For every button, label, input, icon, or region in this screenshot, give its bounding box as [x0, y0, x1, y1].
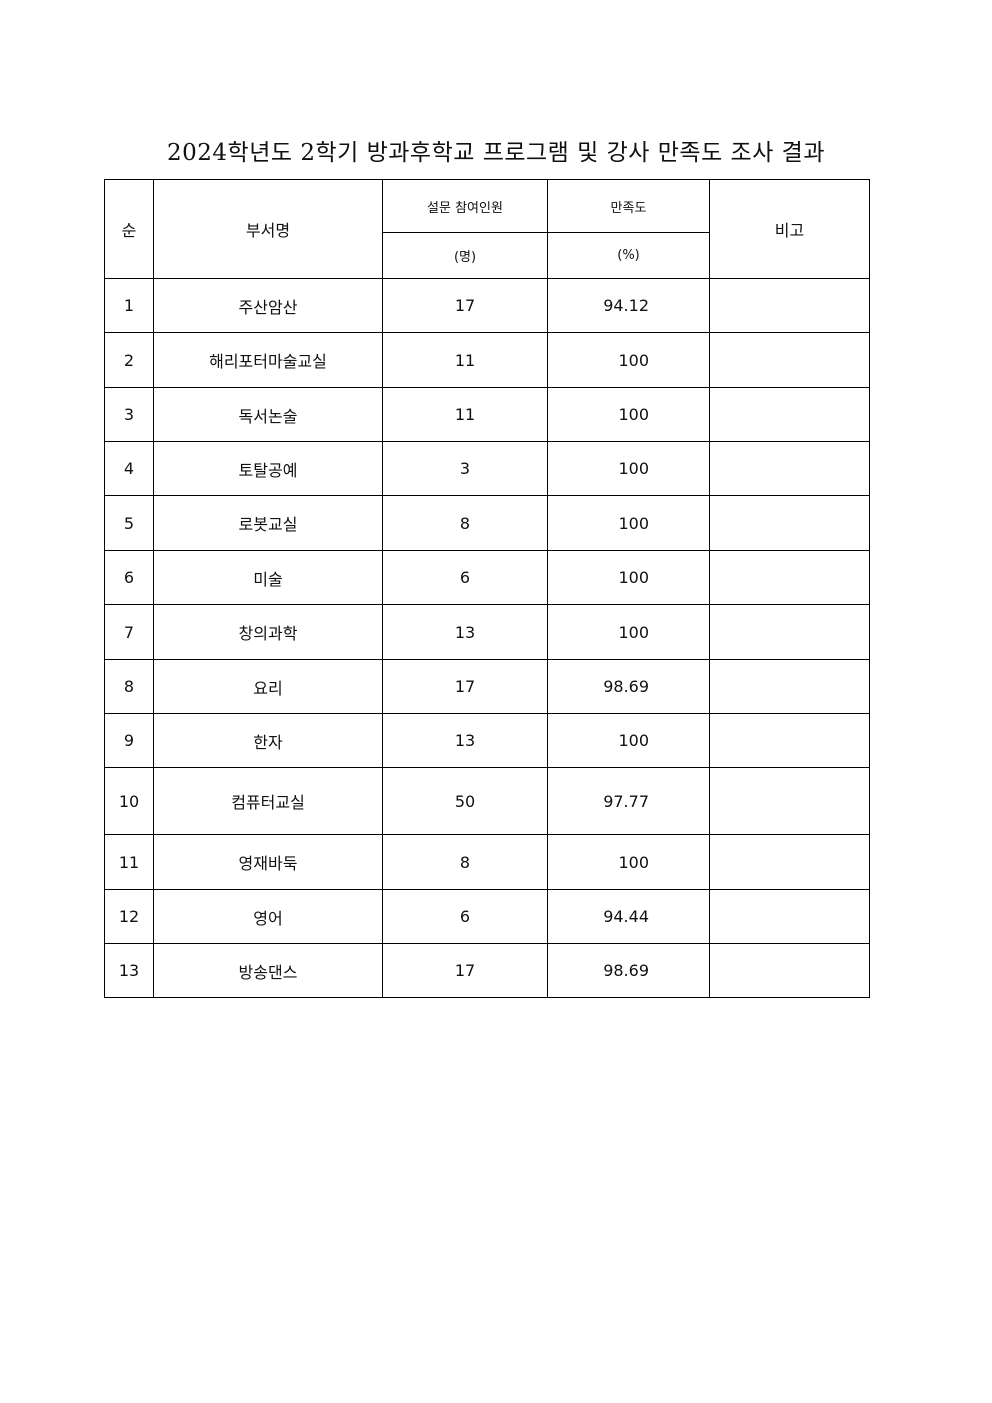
row-no: 11 [104, 834, 154, 890]
row-name: 컴퓨터교실 [153, 767, 383, 835]
header-participants-unit: (명) [382, 232, 548, 279]
row-no: 7 [104, 604, 154, 660]
row-no: 8 [104, 659, 154, 714]
row-no: 3 [104, 387, 154, 442]
row-satisfaction: 97.77 [547, 767, 710, 835]
header-row: 순 부서명 설문 참여인원 만족도 비고 [104, 179, 870, 279]
table-row: 4 토탈공예 3 100 [104, 441, 870, 496]
table-row: 6 미술 6 100 [104, 550, 870, 605]
row-note [709, 550, 870, 605]
row-no: 4 [104, 441, 154, 496]
row-participants: 17 [382, 278, 548, 333]
row-note [709, 441, 870, 496]
document-title: 2024학년도 2학기 방과후학교 프로그램 및 강사 만족도 조사 결과 [167, 140, 825, 166]
row-note [709, 943, 870, 998]
row-note [709, 713, 870, 768]
row-name: 창의과학 [153, 604, 383, 660]
table-row: 1 주산암산 17 94.12 [104, 278, 870, 333]
row-satisfaction: 100 [547, 332, 710, 388]
row-note [709, 604, 870, 660]
row-satisfaction: 100 [547, 713, 710, 768]
row-note [709, 278, 870, 333]
row-participants: 6 [382, 889, 548, 944]
row-no: 9 [104, 713, 154, 768]
row-note [709, 889, 870, 944]
row-participants: 6 [382, 550, 548, 605]
row-note [709, 767, 870, 835]
table-row: 7 창의과학 13 100 [104, 604, 870, 660]
row-name: 로봇교실 [153, 495, 383, 551]
row-participants: 50 [382, 767, 548, 835]
header-satisfaction-unit: (%) [547, 232, 710, 279]
row-name: 방송댄스 [153, 943, 383, 998]
row-note [709, 659, 870, 714]
row-satisfaction: 100 [547, 550, 710, 605]
row-note [709, 387, 870, 442]
row-no: 10 [104, 767, 154, 835]
row-no: 5 [104, 495, 154, 551]
table-row: 3 독서논술 11 100 [104, 387, 870, 442]
row-participants: 8 [382, 495, 548, 551]
table-row: 9 한자 13 100 [104, 713, 870, 768]
header-no: 순 [104, 179, 154, 279]
row-note [709, 834, 870, 890]
row-note [709, 495, 870, 551]
row-satisfaction: 100 [547, 387, 710, 442]
row-satisfaction: 100 [547, 834, 710, 890]
satisfaction-table: 순 부서명 설문 참여인원 만족도 비고 (명) (%) 1 주산암산 17 94.1… [104, 179, 870, 998]
table-row: 2 해리포터마술교실 11 100 [104, 332, 870, 388]
row-no: 6 [104, 550, 154, 605]
row-participants: 11 [382, 387, 548, 442]
row-satisfaction: 94.44 [547, 889, 710, 944]
row-name: 영어 [153, 889, 383, 944]
row-name: 독서논술 [153, 387, 383, 442]
header-name: 부서명 [153, 179, 383, 279]
row-participants: 17 [382, 659, 548, 714]
row-no: 13 [104, 943, 154, 998]
row-name: 미술 [153, 550, 383, 605]
header-unit-row: (명) (%) [105, 232, 870, 279]
row-no: 1 [104, 278, 154, 333]
row-name: 한자 [153, 713, 383, 768]
row-participants: 8 [382, 834, 548, 890]
row-satisfaction: 100 [547, 495, 710, 551]
table-row: 5 로봇교실 8 100 [104, 495, 870, 551]
table-row: 10 컴퓨터교실 50 97.77 [104, 767, 870, 835]
row-satisfaction: 98.69 [547, 943, 710, 998]
row-participants: 13 [382, 713, 548, 768]
row-note [709, 332, 870, 388]
row-name: 영재바둑 [153, 834, 383, 890]
row-name: 해리포터마술교실 [153, 332, 383, 388]
table-row: 8 요리 17 98.69 [104, 659, 870, 714]
row-no: 12 [104, 889, 154, 944]
row-participants: 13 [382, 604, 548, 660]
row-name: 주산암산 [153, 278, 383, 333]
row-satisfaction: 98.69 [547, 659, 710, 714]
row-satisfaction: 100 [547, 441, 710, 496]
table-row: 11 영재바둑 8 100 [104, 834, 870, 890]
row-no: 2 [104, 332, 154, 388]
header-participants: 설문 참여인원 [382, 179, 548, 233]
row-participants: 3 [382, 441, 548, 496]
header-note: 비고 [709, 179, 870, 279]
row-name: 요리 [153, 659, 383, 714]
row-satisfaction: 100 [547, 604, 710, 660]
row-satisfaction: 94.12 [547, 278, 710, 333]
table-row: 12 영어 6 94.44 [104, 889, 870, 944]
table-row: 13 방송댄스 17 98.69 [104, 943, 870, 998]
header-satisfaction: 만족도 [547, 179, 710, 233]
row-participants: 17 [382, 943, 548, 998]
row-participants: 11 [382, 332, 548, 388]
row-name: 토탈공예 [153, 441, 383, 496]
